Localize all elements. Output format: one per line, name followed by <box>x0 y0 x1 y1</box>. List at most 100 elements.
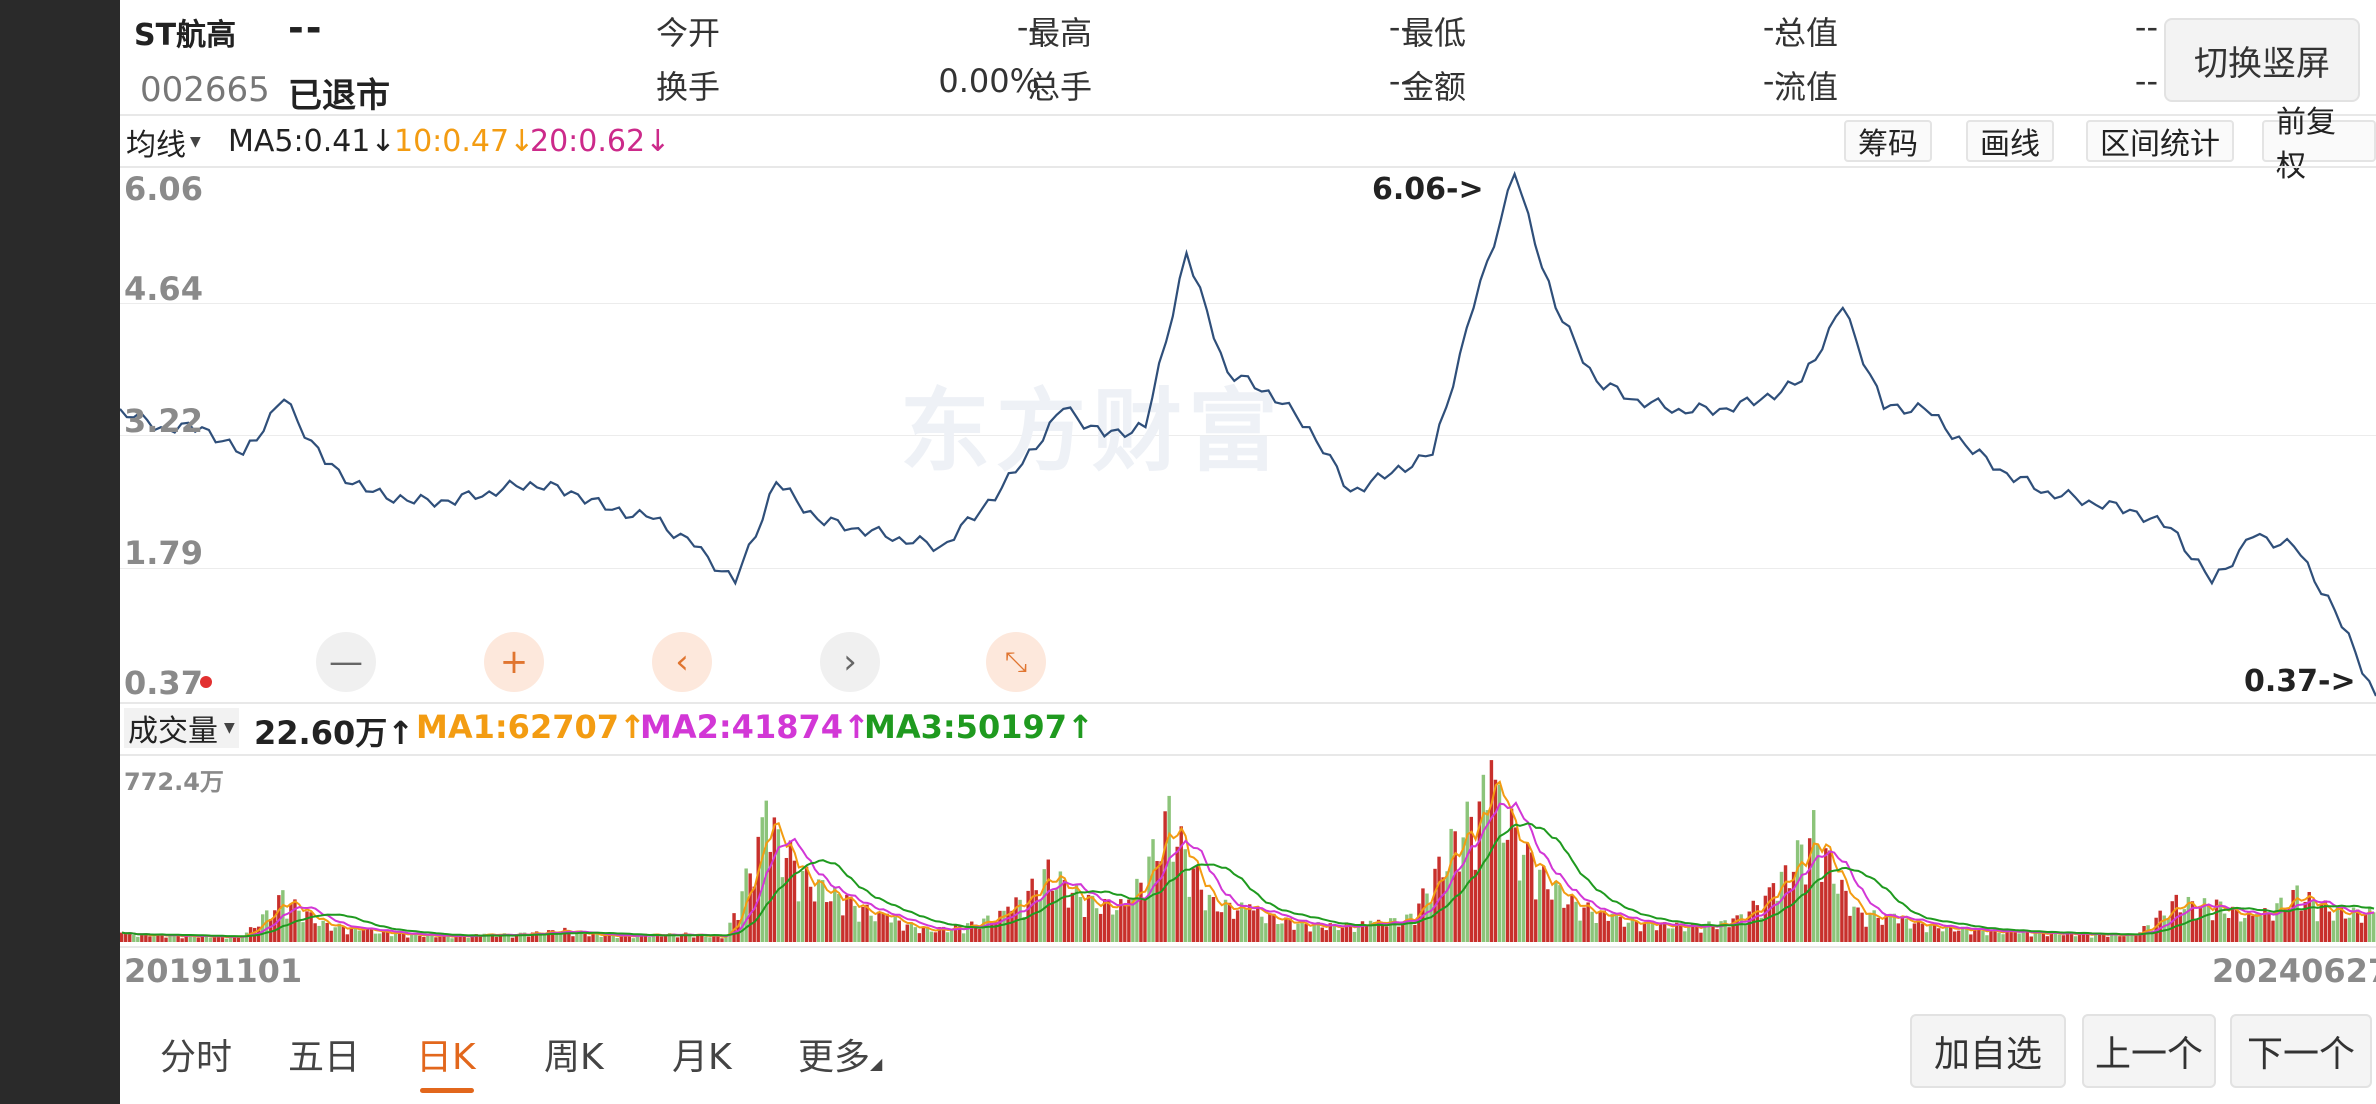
volume-bar <box>240 936 245 942</box>
volume-bar <box>120 932 124 942</box>
volume-bar <box>393 933 398 942</box>
switch-portrait-button[interactable]: 切换竖屏 <box>2164 18 2360 102</box>
volume-bar <box>1900 916 1905 942</box>
volume-bar <box>1618 916 1623 942</box>
volume-bar <box>1328 923 1332 942</box>
quote-label-total-value: 总值 <box>1774 14 1839 52</box>
previous-button[interactable]: 上一个 <box>2082 1014 2216 1088</box>
volume-bar <box>696 934 700 942</box>
volume-bar <box>732 913 736 942</box>
tab-daily-k[interactable]: 日K <box>416 1037 476 1078</box>
volume-bar <box>297 910 301 942</box>
range-stats-button[interactable]: 区间统计 <box>2086 120 2234 162</box>
quote-label-high: 最高 <box>1028 14 1093 52</box>
volume-bar <box>1570 894 1574 942</box>
scroll-right-button[interactable]: › <box>820 632 880 692</box>
volume-bar <box>623 934 627 942</box>
chevron-right-icon: › <box>843 642 857 682</box>
volume-bar <box>2323 900 2328 942</box>
volume-bar <box>1707 921 1711 942</box>
volume-bar <box>2085 933 2090 942</box>
volume-bar <box>2021 930 2025 942</box>
volume-bar <box>2202 898 2207 942</box>
volume-bar <box>2037 930 2042 942</box>
volume-bar <box>1634 921 1639 942</box>
volume-bar <box>2069 932 2074 942</box>
tab-weekly-k[interactable]: 周K <box>544 1037 604 1078</box>
volume-bar <box>579 930 583 942</box>
volume-bar <box>2190 901 2195 942</box>
volume-bar <box>603 934 607 942</box>
volume-bar <box>204 935 209 942</box>
app-window: ST航高 -- 002665 已退市 今开 -- 最高 -- 最低 -- 总值 … <box>120 0 2376 1104</box>
forward-adjust-button[interactable]: 前复权 <box>2262 105 2376 184</box>
volume-bar <box>796 901 801 942</box>
volume-bar <box>667 933 672 942</box>
zoom-out-button[interactable]: — <box>316 632 376 692</box>
reset-zoom-button[interactable]: ⤡ <box>986 632 1046 692</box>
next-button[interactable]: 下一个 <box>2230 1014 2372 1088</box>
volume-bar <box>2327 911 2332 942</box>
volume-bar <box>494 936 499 942</box>
volume-bar <box>1389 918 1393 942</box>
volume-bar <box>2235 908 2239 942</box>
volume-bar <box>1002 910 1006 942</box>
volume-bar <box>1602 910 1606 942</box>
volume-bar <box>679 934 684 942</box>
volume-bar <box>1183 849 1187 942</box>
volume-bar <box>1896 923 1901 942</box>
volume-bar <box>555 934 559 942</box>
volume-bar <box>2162 915 2166 942</box>
volume-bar <box>2138 932 2142 942</box>
volume-bar <box>1695 925 1699 942</box>
volume-bar <box>470 934 474 942</box>
zoom-in-button[interactable]: + <box>484 632 544 692</box>
volume-bar <box>1453 831 1457 942</box>
volume-bar <box>1884 914 1888 942</box>
volume-bar <box>1973 927 1977 942</box>
tab-intraday[interactable]: 分时 <box>160 1037 233 1078</box>
volume-bar <box>2222 913 2227 942</box>
volume-bar <box>1324 930 1328 942</box>
volume-bar <box>1534 899 1538 942</box>
volume-bar <box>1264 923 1268 942</box>
volume-indicator-dropdown[interactable]: 成交量 ▼ <box>124 708 239 749</box>
volume-bar <box>873 921 877 942</box>
volume-bar <box>929 931 934 942</box>
volume-chart[interactable]: 772.4万 <box>120 756 2376 946</box>
chips-button[interactable]: 筹码 <box>1844 120 1932 162</box>
volume-bar <box>486 933 491 942</box>
tab-monthly-k[interactable]: 月K <box>672 1037 732 1078</box>
add-watchlist-button[interactable]: 加自选 <box>1910 1014 2066 1088</box>
draw-line-button[interactable]: 画线 <box>1966 120 2054 162</box>
volume-bar <box>1219 912 1224 942</box>
volume-bar <box>1932 923 1937 942</box>
volume-bar-chart <box>120 760 2376 942</box>
volume-bar <box>1880 924 1884 942</box>
quote-label-open: 今开 <box>656 14 721 52</box>
volume-bar <box>1727 927 1731 942</box>
kline-chart[interactable]: 东方财富 6.06 4.64 3.22 1.79 0.37 6.06-> 0.3… <box>120 168 2376 702</box>
volume-bar <box>837 893 841 942</box>
volume-bar <box>1654 930 1659 942</box>
ma-indicator-dropdown[interactable]: 均线 ▼ <box>126 122 201 163</box>
volume-bar <box>941 926 946 942</box>
volume-bar <box>269 919 273 942</box>
volume-bar <box>2307 892 2311 942</box>
tab-more[interactable]: 更多◢ <box>798 1028 882 1080</box>
volume-bar <box>1409 913 1413 942</box>
volume-bar <box>2343 918 2348 942</box>
volume-bar <box>1107 899 1111 942</box>
volume-bar <box>357 930 362 942</box>
volume-bar <box>184 935 188 942</box>
volume-bar <box>1231 918 1236 942</box>
volume-bar <box>1348 924 1353 942</box>
volume-bar <box>301 922 305 942</box>
volume-bar <box>607 934 611 942</box>
tab-five-day[interactable]: 五日 <box>288 1037 361 1078</box>
scroll-left-button[interactable]: ‹ <box>652 632 712 692</box>
volume-bar <box>1989 930 1993 942</box>
volume-bar <box>1691 923 1695 942</box>
volume-bar <box>1799 844 1804 942</box>
volume-bar <box>1723 920 1727 942</box>
